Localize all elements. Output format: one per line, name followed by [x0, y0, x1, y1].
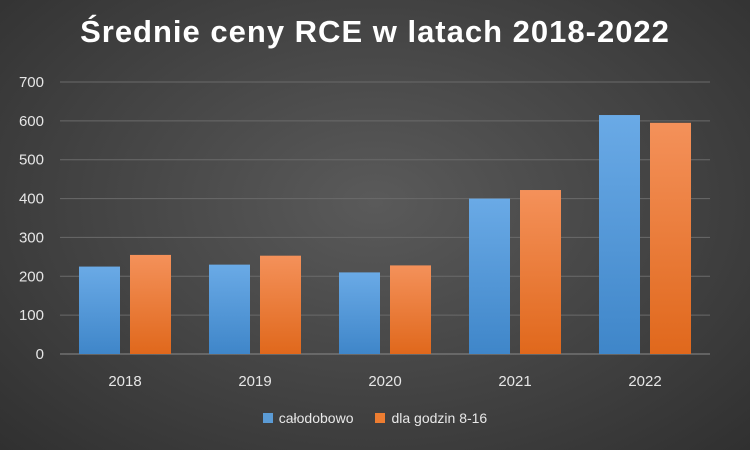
x-tick-label: 2018	[108, 373, 141, 390]
bar-calodobowo-2019	[209, 264, 250, 354]
x-tick-label: 2019	[238, 373, 271, 390]
bar-calodobowo-2020	[339, 272, 380, 354]
bar-godziny-8-16-2021	[520, 190, 561, 354]
bar-calodobowo-2022	[599, 115, 640, 355]
bar-godziny-8-16-2022	[650, 122, 691, 354]
y-tick-label: 200	[19, 268, 44, 285]
x-tick-label: 2022	[628, 373, 661, 390]
x-tick-label: 2021	[498, 373, 531, 390]
x-tick-label: 2020	[368, 373, 401, 390]
legend-label-series-2: dla godzin 8-16	[391, 410, 488, 426]
bar-godziny-8-16-2018	[130, 254, 171, 354]
bar-calodobowo-2021	[469, 198, 510, 354]
y-tick-label: 700	[19, 74, 44, 91]
y-tick-label: 400	[19, 191, 44, 208]
chart-title: Średnie ceny RCE w latach 2018-2022	[80, 14, 670, 49]
y-tick-label: 0	[36, 346, 44, 363]
legend-swatch-series-2	[375, 413, 386, 423]
y-tick-label: 500	[19, 152, 44, 169]
legend-label-series-1: całodobowo	[278, 410, 354, 426]
legend-swatch-series-1	[262, 413, 273, 423]
bar-godziny-8-16-2020	[390, 265, 431, 354]
bar-godziny-8-16-2019	[260, 255, 301, 354]
legend-item-series-1: całodobowo	[262, 410, 354, 426]
bar-calodobowo-2018	[79, 266, 120, 354]
y-tick-label: 600	[19, 113, 44, 130]
legend: całodobowo dla godzin 8-16	[0, 410, 750, 426]
y-tick-label: 300	[19, 229, 44, 246]
legend-item-series-2: dla godzin 8-16	[375, 410, 487, 426]
y-tick-label: 100	[19, 307, 44, 324]
